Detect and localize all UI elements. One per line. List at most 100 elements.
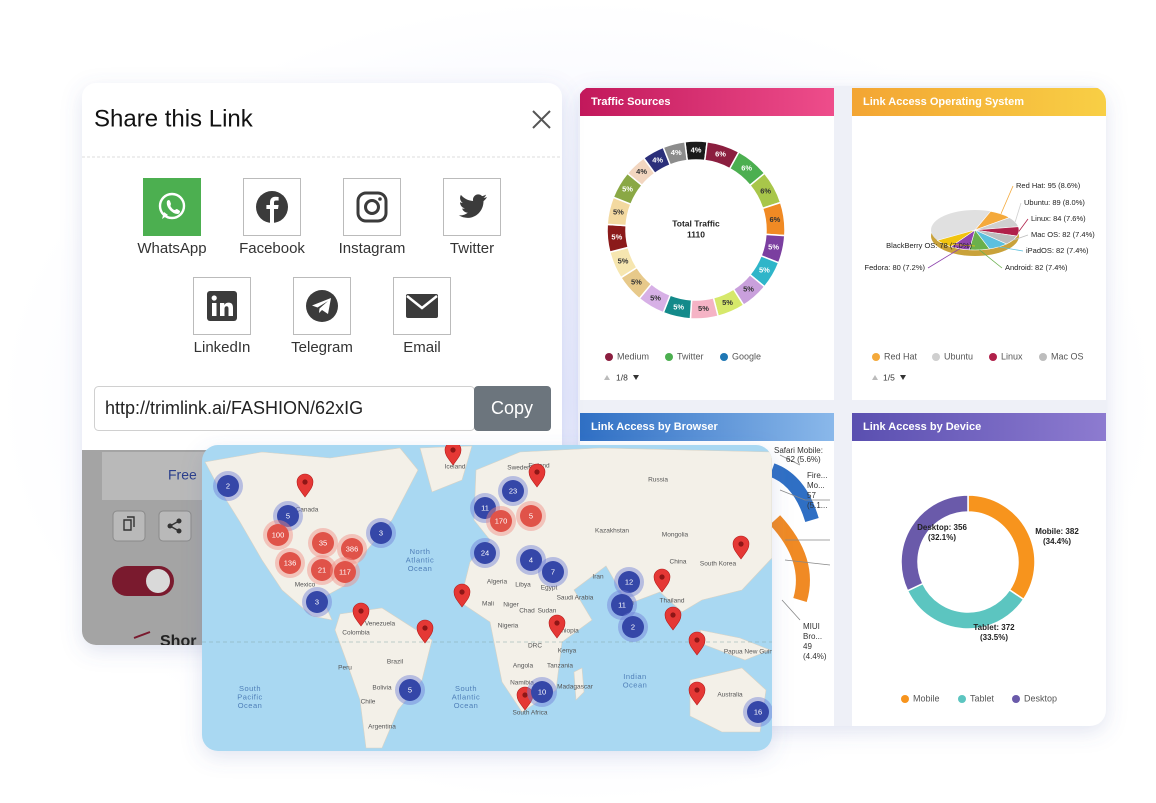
segment-label: 5% <box>722 298 733 307</box>
icon-glyph <box>220 302 233 316</box>
legend-swatch <box>665 353 673 361</box>
country-label: Sudan <box>538 608 557 615</box>
map-pin[interactable] <box>688 631 706 656</box>
map-pin[interactable] <box>453 583 471 608</box>
map-pin-dot <box>554 620 560 626</box>
map-pin[interactable] <box>416 619 434 644</box>
panel-title: Link Access Operating System <box>863 96 1024 108</box>
center-value: 1110 <box>687 229 705 239</box>
share-facebook[interactable] <box>243 178 301 236</box>
map-pin[interactable] <box>296 473 314 498</box>
cluster-count: 4 <box>529 555 533 564</box>
cluster-count: 12 <box>625 577 633 586</box>
leader-line <box>943 243 976 247</box>
share-email[interactable] <box>393 277 451 335</box>
leader-line <box>979 249 1003 269</box>
close-button[interactable] <box>532 110 551 129</box>
pager: 1/5 <box>883 372 895 382</box>
cluster-marker[interactable] <box>611 594 633 616</box>
share-twitter[interactable] <box>443 178 501 236</box>
cluster-marker[interactable] <box>531 681 553 703</box>
cluster-marker[interactable] <box>618 571 640 593</box>
segment-label: 4% <box>652 155 663 164</box>
slice-label: 49 <box>803 642 812 651</box>
cluster-marker[interactable] <box>520 549 542 571</box>
legend-swatch <box>989 353 997 361</box>
segment-pct: (33.5%) <box>980 633 1008 642</box>
segment-label: 6% <box>741 164 752 173</box>
map-pin[interactable] <box>664 606 682 631</box>
copy-button[interactable] <box>474 386 551 431</box>
map-pin[interactable] <box>653 568 671 593</box>
share-whatsapp[interactable] <box>143 178 201 236</box>
legend-swatch <box>958 695 966 703</box>
share-instagram[interactable] <box>343 178 401 236</box>
segment-label: 5% <box>673 303 684 312</box>
label-line: Ocean <box>623 680 648 689</box>
cluster-marker[interactable] <box>520 505 542 527</box>
cluster-marker[interactable] <box>279 552 301 574</box>
ocean-label: Indian Ocean <box>623 672 648 690</box>
share-linkedin[interactable] <box>193 277 251 335</box>
country-label: Nigeria <box>498 623 519 630</box>
cluster-count: 35 <box>319 538 327 547</box>
panel-title: Traffic Sources <box>591 96 670 108</box>
legend-label: Tablet <box>970 693 995 703</box>
icon-glyph <box>211 295 217 301</box>
legend-swatch <box>1039 353 1047 361</box>
cluster-marker[interactable] <box>341 538 363 560</box>
slice-label: Ubuntu: 89 (8.0%) <box>1024 198 1085 207</box>
cluster-marker[interactable] <box>399 679 421 701</box>
cluster-marker[interactable] <box>542 561 564 583</box>
country-label: Kazakhstan <box>595 528 629 535</box>
legend-label: Mac OS <box>1051 351 1084 361</box>
cluster-marker[interactable] <box>490 510 512 532</box>
cluster-marker[interactable] <box>474 542 496 564</box>
map-pin[interactable] <box>732 535 750 560</box>
cluster-marker[interactable] <box>267 524 289 546</box>
label-line: Ocean <box>238 701 263 710</box>
map-pin-dot <box>694 637 700 643</box>
icon-box <box>243 178 301 236</box>
panel-header <box>852 413 1106 441</box>
cluster-marker[interactable] <box>370 522 392 544</box>
share-telegram[interactable] <box>293 277 351 335</box>
pager-arrow[interactable] <box>633 375 639 380</box>
legend-swatch <box>932 353 940 361</box>
map-pin-dot <box>694 687 700 693</box>
cluster-marker[interactable] <box>217 475 239 497</box>
map-pin[interactable] <box>352 602 370 627</box>
map-pin[interactable] <box>528 463 546 488</box>
map-pin[interactable] <box>444 442 462 466</box>
cluster-marker[interactable] <box>312 532 334 554</box>
cluster-marker[interactable] <box>747 701 769 723</box>
panel <box>852 413 1106 726</box>
slice-label: (5.1... <box>807 501 827 510</box>
cluster-count: 21 <box>318 565 326 574</box>
leader-line <box>1014 202 1022 222</box>
map-pin-dot <box>522 692 528 698</box>
cluster-marker[interactable] <box>334 561 356 583</box>
country-label: Namibia <box>510 680 534 687</box>
segment-label: 6% <box>715 149 726 158</box>
donut-part <box>769 515 810 603</box>
country-label: Iceland <box>445 464 466 471</box>
device-chart: Mobile: 382(34.4%) Tablet: 372(33.5%) Desk… <box>900 494 1079 703</box>
donut-segment <box>662 140 689 166</box>
map-pin[interactable] <box>548 614 566 639</box>
pager-arrow[interactable] <box>604 375 610 380</box>
traffic-chart: 4% 6%6%6%6%5%5%5%5%5%5%5%5%5%5%5%5%4%4%4%… <box>604 140 786 382</box>
cluster-marker[interactable] <box>306 591 328 613</box>
map-pin[interactable] <box>688 681 706 706</box>
country-label: Peru <box>338 665 352 672</box>
ocean-label: North Atlantic Ocean <box>406 547 435 573</box>
cluster-marker[interactable] <box>311 559 333 581</box>
pager-arrow[interactable] <box>872 375 878 380</box>
pager-arrow[interactable] <box>900 375 906 380</box>
cluster-marker[interactable] <box>622 616 644 638</box>
cluster-marker[interactable] <box>502 480 524 502</box>
legend-label: Google <box>732 351 761 361</box>
country-label: Papua New Guinea <box>724 649 781 656</box>
